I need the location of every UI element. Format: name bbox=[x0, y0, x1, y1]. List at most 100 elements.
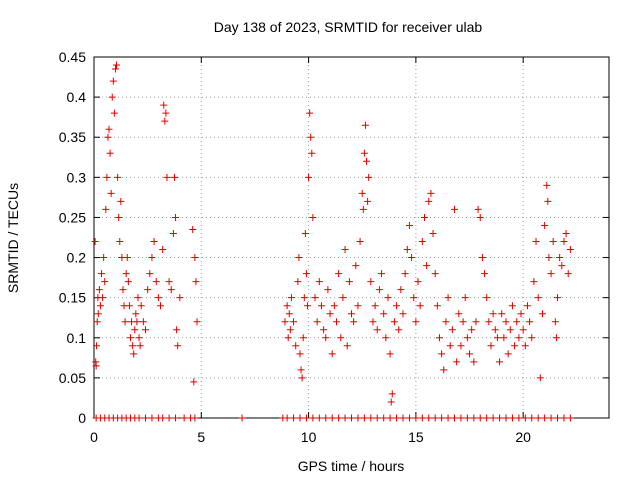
data-point bbox=[161, 117, 169, 125]
data-point bbox=[150, 238, 158, 246]
x-tick-label: 15 bbox=[408, 429, 424, 445]
data-point bbox=[382, 334, 390, 342]
data-point bbox=[485, 318, 493, 326]
data-point bbox=[356, 238, 364, 246]
data-point bbox=[328, 350, 336, 358]
data-point bbox=[354, 302, 362, 310]
data-point bbox=[536, 374, 544, 382]
data-point bbox=[152, 278, 160, 286]
data-point bbox=[517, 310, 525, 318]
data-point bbox=[543, 181, 551, 189]
data-point bbox=[92, 362, 100, 370]
data-point bbox=[283, 414, 291, 422]
data-point bbox=[116, 238, 124, 246]
data-point bbox=[313, 318, 321, 326]
data-point bbox=[545, 254, 553, 262]
data-point bbox=[317, 302, 325, 310]
data-point bbox=[100, 254, 108, 262]
data-point bbox=[102, 205, 110, 213]
data-point bbox=[560, 414, 568, 422]
data-point bbox=[117, 197, 125, 205]
data-point bbox=[444, 414, 452, 422]
data-point bbox=[506, 326, 514, 334]
data-point bbox=[350, 318, 358, 326]
data-point bbox=[393, 414, 401, 422]
data-point bbox=[489, 414, 497, 422]
data-point bbox=[335, 414, 343, 422]
data-point bbox=[496, 414, 504, 422]
data-point bbox=[160, 101, 168, 109]
data-point bbox=[549, 238, 557, 246]
data-point bbox=[395, 326, 403, 334]
data-point bbox=[547, 414, 555, 422]
data-point bbox=[487, 342, 495, 350]
y-tick-label: 0.3 bbox=[67, 169, 87, 185]
data-point bbox=[296, 350, 304, 358]
data-point bbox=[130, 350, 138, 358]
data-point bbox=[459, 318, 467, 326]
data-point bbox=[298, 374, 306, 382]
data-point bbox=[330, 302, 338, 310]
data-point bbox=[554, 294, 561, 302]
data-point bbox=[124, 278, 132, 286]
data-point bbox=[123, 254, 131, 262]
data-point bbox=[148, 414, 156, 422]
data-point bbox=[414, 278, 422, 286]
data-point bbox=[566, 414, 574, 422]
data-point bbox=[125, 302, 133, 310]
data-point bbox=[99, 294, 107, 302]
data-point bbox=[489, 310, 497, 318]
data-point bbox=[111, 65, 119, 73]
data-point bbox=[107, 189, 115, 197]
data-point bbox=[457, 414, 465, 422]
data-point bbox=[101, 278, 109, 286]
data-point bbox=[190, 378, 198, 386]
data-point bbox=[558, 262, 566, 270]
y-tick-label: 0 bbox=[78, 410, 86, 426]
data-point bbox=[534, 414, 542, 422]
data-point bbox=[418, 414, 426, 422]
data-point bbox=[341, 414, 349, 422]
data-point bbox=[93, 342, 101, 350]
data-point bbox=[560, 238, 568, 246]
data-point bbox=[519, 326, 527, 334]
data-point bbox=[311, 294, 319, 302]
data-points bbox=[91, 61, 574, 422]
data-point bbox=[341, 246, 349, 254]
data-point bbox=[442, 318, 450, 326]
data-point bbox=[511, 342, 519, 350]
data-point bbox=[132, 310, 140, 318]
data-point bbox=[165, 414, 173, 422]
data-point bbox=[451, 414, 458, 422]
data-point bbox=[122, 270, 130, 278]
data-point bbox=[129, 342, 137, 350]
data-point bbox=[109, 77, 117, 85]
data-point bbox=[367, 414, 375, 422]
data-point bbox=[375, 286, 383, 294]
data-point bbox=[515, 334, 523, 342]
plot-frame bbox=[93, 56, 610, 419]
data-point bbox=[470, 414, 478, 422]
data-point bbox=[386, 414, 394, 422]
data-point bbox=[103, 173, 111, 181]
data-point bbox=[410, 294, 418, 302]
data-point bbox=[412, 318, 420, 326]
data-point bbox=[451, 205, 458, 213]
data-point bbox=[148, 254, 156, 262]
data-point bbox=[408, 254, 416, 262]
data-point bbox=[358, 189, 366, 197]
x-tick-label: 20 bbox=[515, 429, 531, 445]
data-point bbox=[173, 326, 181, 334]
data-point bbox=[423, 262, 431, 270]
data-point bbox=[493, 334, 501, 342]
data-point bbox=[446, 342, 454, 350]
data-point bbox=[397, 286, 405, 294]
data-point bbox=[343, 342, 351, 350]
data-point bbox=[133, 318, 141, 326]
data-point bbox=[498, 310, 506, 318]
data-point bbox=[176, 294, 184, 302]
data-point bbox=[345, 278, 353, 286]
data-point bbox=[472, 318, 480, 326]
data-point bbox=[320, 326, 328, 334]
data-point bbox=[476, 414, 484, 422]
